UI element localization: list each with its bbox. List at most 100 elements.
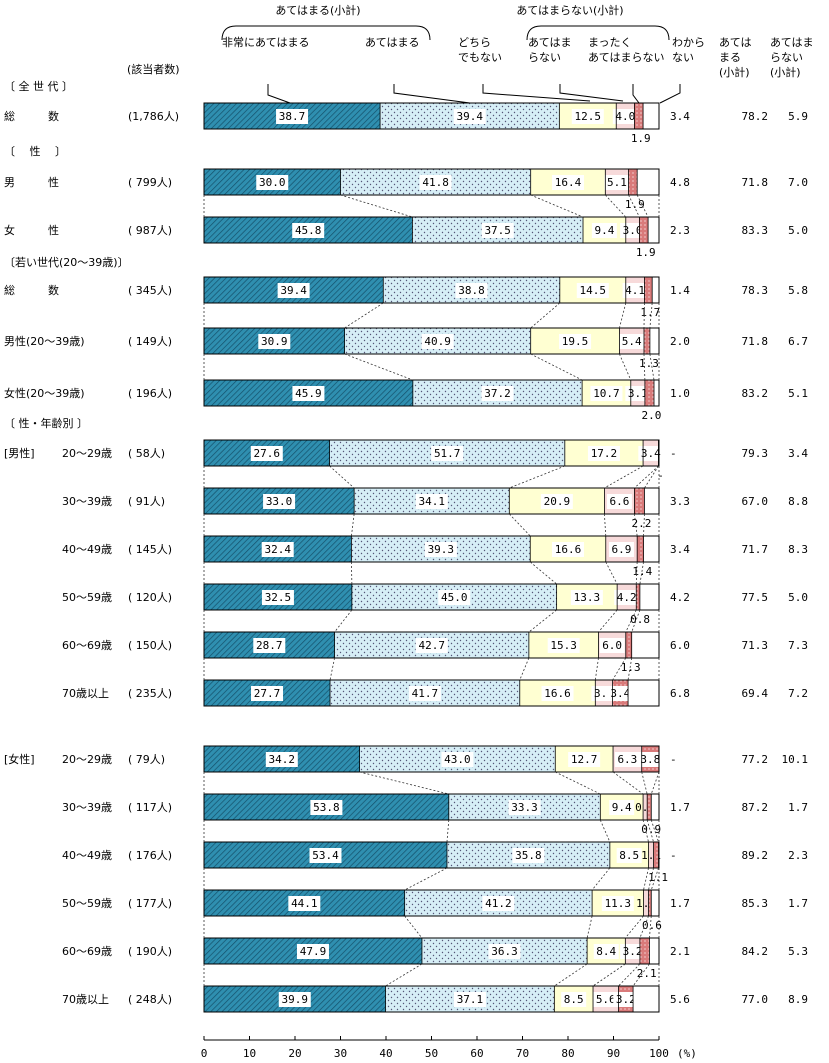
bar-row: 女性(20～39歳) ( 196人) 45.9 37.2 10.7 3.1 2.0 1.0 83… <box>4 379 808 422</box>
connector-line <box>530 353 583 381</box>
value-label-bg <box>593 992 619 1007</box>
subtotal-applies: 77.0 <box>742 993 769 1006</box>
legend-sum1c: (小計) <box>719 65 750 79</box>
value-label: 1.3 <box>621 661 641 674</box>
subtotal-not-applies: 10.1 <box>782 753 809 766</box>
value-label: 39.4 <box>456 110 483 123</box>
bar-segment-まったくあてはまらない <box>639 938 650 964</box>
subtotal-not-applies: 8.9 <box>788 993 808 1006</box>
legend-leader-lines <box>267 84 681 104</box>
x-tick-label: 70 <box>516 1047 529 1060</box>
value-label: 40.9 <box>424 335 451 348</box>
bar-segment-まったくあてはまらない <box>653 842 659 868</box>
value-label-bg <box>609 800 635 815</box>
value-label-bg <box>571 109 604 124</box>
legend-sum2b: らない <box>770 51 803 64</box>
connector-line <box>554 963 588 987</box>
legend-sum1a: あては <box>719 36 752 49</box>
value-label: 2.1 <box>670 945 690 958</box>
x-tick-label: 40 <box>379 1047 392 1060</box>
connector-line <box>530 302 561 329</box>
bar-row: 20～29歳( 58人) 27.6 51.7 17.2 3.4-- 79.3 3.4 <box>62 439 808 482</box>
connector-line <box>359 771 449 795</box>
value-label-bg <box>481 223 514 238</box>
value-label-bg <box>613 992 639 1007</box>
value-label-bg <box>616 848 642 863</box>
value-label: 38.8 <box>458 284 485 297</box>
value-label-bg <box>614 590 640 605</box>
row-count: ( 345人) <box>128 284 172 297</box>
value-label-bg <box>453 992 486 1007</box>
value-label-bg <box>587 446 620 461</box>
value-label-bg <box>607 686 633 701</box>
bar-segment-わからない <box>651 890 659 916</box>
bar-segment-まったくあてはまらない <box>648 890 652 916</box>
row-count: ( 176人) <box>128 849 172 862</box>
value-label: 16.4 <box>555 176 582 189</box>
x-tick-label: 100 <box>649 1047 669 1060</box>
legend-s6b: ない <box>672 51 694 64</box>
bar-segment-わからない <box>644 488 660 514</box>
row-label: 30～39歳 <box>62 801 112 814</box>
value-label: 30.9 <box>261 335 288 348</box>
value-label-bg <box>570 590 603 605</box>
value-label-bg <box>608 542 634 557</box>
value-label-bg <box>606 494 632 509</box>
subtotal-applies: 83.3 <box>742 224 769 237</box>
value-label: 34.2 <box>269 753 296 766</box>
bar-outline <box>203 583 660 611</box>
value-label: 39.3 <box>428 543 455 556</box>
value-label: 42.7 <box>418 639 445 652</box>
value-label-bg <box>424 542 457 557</box>
value-label: 11.3 <box>605 897 632 910</box>
value-label: 1.7 <box>670 801 690 814</box>
subtotal-not-applies: 7.2 <box>788 687 808 700</box>
value-label-bg <box>625 386 651 401</box>
subtotal-not-applies: 5.0 <box>788 591 808 604</box>
row-label: 男 性 <box>4 175 59 189</box>
connector-line <box>555 771 601 795</box>
bar-segment-わからない <box>648 217 659 243</box>
connector-line <box>604 465 644 489</box>
connector-line <box>628 194 640 218</box>
connector-line <box>636 194 649 218</box>
value-label: 3.4 <box>670 110 690 123</box>
row-label: 20～29歳 <box>62 753 112 766</box>
value-label: 44.1 <box>291 897 318 910</box>
connector-line <box>619 353 632 381</box>
value-label: - <box>670 753 677 766</box>
connector-line <box>519 657 530 681</box>
subtotal-not-applies: 8.8 <box>788 495 808 508</box>
legend-sum2a: あてはま <box>770 36 814 49</box>
value-label-bg <box>619 334 645 349</box>
legend-s3b: でもない <box>458 51 502 64</box>
row-count: ( 190人) <box>128 945 172 958</box>
count-header: (該当者数) <box>127 62 180 76</box>
value-label: 33.3 <box>511 801 538 814</box>
row-label: 60～69歳 <box>62 945 112 958</box>
value-label-bg <box>481 386 514 401</box>
value-label-bg <box>637 752 663 767</box>
value-label-bg <box>263 494 296 509</box>
value-label: 6.0 <box>670 639 690 652</box>
value-label: 41.2 <box>485 897 512 910</box>
legend-s3a: どちら <box>458 36 491 49</box>
value-label-bg <box>552 542 584 557</box>
bar-segment-まったくあてはまらない <box>644 277 653 303</box>
connector-line <box>649 353 655 381</box>
value-label: 45.0 <box>441 591 468 604</box>
bar-row: 40～49歳 ( 145人) 32.4 39.3 16.6 6.91.4 3.4 71.7 8.… <box>62 535 808 578</box>
bar-outline <box>203 985 660 1013</box>
subtotal-not-applies: 7.0 <box>788 176 808 189</box>
value-label: 3.3 <box>670 495 690 508</box>
subtotal-applies: 84.2 <box>742 945 769 958</box>
legend-s5a: まったく <box>588 36 632 49</box>
value-label-bg <box>310 800 343 815</box>
connector-line <box>592 963 626 987</box>
bar-segment-まったくあてはまらない <box>639 217 649 243</box>
value-label-bg <box>288 896 321 911</box>
value-label-bg <box>576 283 609 298</box>
legend-s2: あてはまる <box>365 36 420 49</box>
value-label: 5.6 <box>596 993 616 1006</box>
connector-line <box>344 302 384 329</box>
